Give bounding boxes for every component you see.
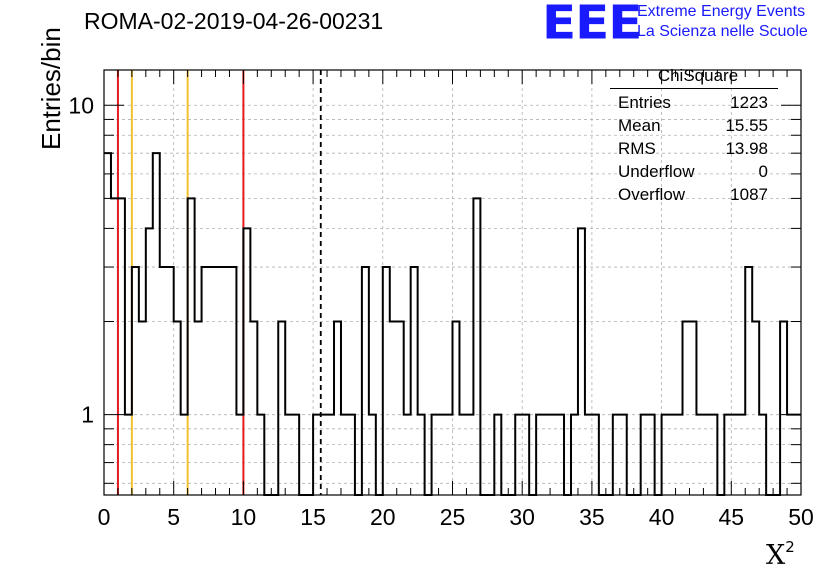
x-tick-label: 40 [649,504,675,530]
x-axis-label-text: X [766,540,786,571]
stats-label: RMS [618,139,656,158]
histogram [104,152,801,496]
eee-logo-mark: EEE [542,0,642,50]
y-tick-label: 1 [81,402,94,428]
stats-value: 1223 [730,93,768,112]
stats-rows: Entries 1223 Mean 15.55 RMS 13.98 Underflow 0 Ov… [608,91,778,206]
x-tick-label: 35 [579,504,605,530]
stats-row: Entries 1223 [608,91,778,114]
x-tick-label: 10 [231,504,257,530]
histogram-outline [104,152,801,496]
x-tick-label: 50 [788,504,814,530]
y-tick-label: 10 [68,92,94,118]
y-axis-label: Entries/bin [2,27,125,150]
reference-lines [116,70,322,495]
x-tick-label: 20 [370,504,396,530]
stats-label: Entries [618,93,671,112]
logo-line-2: La Scienza nelle Scuole [637,23,808,40]
stats-value: 1087 [730,185,768,204]
x-tick-label: 15 [300,504,326,530]
stats-row: Mean 15.55 [608,114,778,137]
axis-ticks [103,70,802,495]
stats-label: Overflow [618,185,686,204]
stats-value: 13.98 [725,139,768,158]
stats-value: 15.55 [725,116,768,135]
stats-divider [610,88,778,89]
stats-value: 0 [758,162,768,181]
x-tick-label: 25 [440,504,466,530]
x-tick-label: 5 [167,504,180,530]
logo-line-1: Extreme Energy Events [637,3,806,20]
stats-box: ChiSquare Entries 1223 Mean 15.55 RMS 13.98 Un… [608,66,778,206]
x-tick-label: 30 [509,504,535,530]
stats-label: Mean [618,116,661,135]
y-axis-label-text: Entries/bin [36,27,66,150]
x-tick-label: 45 [719,504,745,530]
stats-label: Underflow [618,162,695,181]
x-axis-label-superscript: 2 [785,538,795,556]
x-tick-label: 0 [98,504,111,530]
stats-row: Underflow 0 [608,160,778,183]
chart-title: ROMA-02-2019-04-26-00231 [84,8,384,34]
tick-labels: 0 5 10 15 20 25 30 35 40 45 50 1 10 [68,92,813,530]
x-axis-label: X2 [766,538,795,571]
stats-title: ChiSquare [657,66,739,85]
stats-row: RMS 13.98 [608,137,778,160]
stats-row: Overflow 1087 [608,183,778,206]
